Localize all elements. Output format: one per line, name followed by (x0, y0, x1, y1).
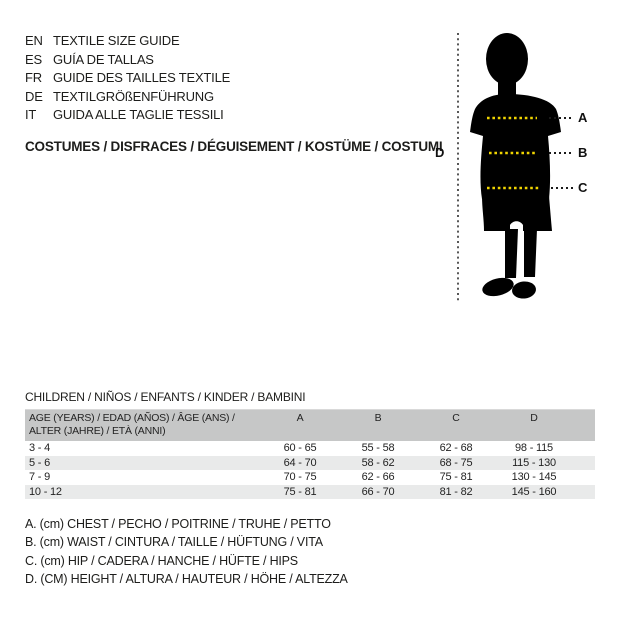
spacer-cell (573, 484, 595, 499)
value-cell-a: 64 - 70 (261, 455, 339, 470)
value-cell-b: 58 - 62 (339, 455, 417, 470)
column-header-b: B (339, 409, 417, 441)
lang-row-it: IT GUIDA ALLE TAGLIE TESSILI (25, 106, 230, 125)
size-table-header-row: AGE (YEARS) / EDAD (AÑOS) / ÂGE (ANS) / … (25, 409, 595, 441)
size-table: AGE (YEARS) / EDAD (AÑOS) / ÂGE (ANS) / … (25, 409, 595, 499)
label-height-d: D (435, 145, 444, 160)
spacer-cell (573, 470, 595, 485)
value-cell-b: 66 - 70 (339, 484, 417, 499)
lang-row-fr: FR GUIDE DES TAILLES TEXTILE (25, 69, 230, 88)
value-cell-a: 70 - 75 (283, 471, 317, 484)
category-title: COSTUMES / DISFRACES / DÉGUISEMENT / KOS… (25, 139, 443, 154)
lang-label: GUIDE DES TAILLES TEXTILE (53, 70, 231, 86)
child-silhouette-figure: A B C D (435, 33, 588, 303)
lang-label: GUIDA ALLE TAGLIE TESSILI (53, 107, 224, 123)
lang-code: DE (25, 88, 43, 104)
value-cell-c: 62 - 68 (439, 442, 473, 455)
label-chest-a: A (578, 110, 588, 125)
age-cell: 7 - 9 (29, 471, 51, 484)
lang-code: IT (25, 107, 37, 123)
table-row: 5 - 6 64 - 70 58 - 62 68 - 75 115 - 130 (25, 455, 595, 470)
value-cell-d: 115 - 130 (495, 455, 573, 470)
column-header-d: D (495, 409, 573, 441)
table-row: 3 - 4 60 - 65 55 - 58 62 - 68 98 - 115 (25, 441, 595, 456)
measurements-legend: A. (cm) CHEST / PECHO / POITRINE / TRUHE… (25, 515, 348, 589)
value-cell-b: 55 - 58 (361, 442, 395, 455)
spacer-cell (573, 441, 595, 456)
value-cell-c: 81 - 82 (417, 484, 495, 499)
age-cell: 3 - 4 (29, 442, 51, 455)
value-cell-a: 75 - 81 (261, 484, 339, 499)
lang-label: TEXTILGRÖßENFÜHRUNG (53, 88, 214, 104)
lang-label: GUÍA DE TALLAS (53, 51, 154, 67)
value-cell-d: 98 - 115 (515, 442, 553, 455)
age-cell: 5 - 6 (25, 455, 261, 470)
value-cell-b: 62 - 66 (361, 471, 395, 484)
value-cell-c: 75 - 81 (439, 471, 473, 484)
column-header-spacer (573, 409, 595, 441)
legend-hip: C. (cm) HIP / CADERA / HANCHE / HÜFTE / … (25, 553, 298, 568)
value-cell-d: 130 - 145 (511, 471, 557, 484)
lang-row-es: ES GUÍA DE TALLAS (25, 51, 230, 70)
lang-code: EN (25, 33, 43, 48)
column-header-a: A (261, 409, 339, 441)
value-cell-c: 68 - 75 (417, 455, 495, 470)
section-title-children: CHILDREN / NIÑOS / ENFANTS / KINDER / BA… (25, 390, 306, 404)
lang-code: FR (25, 70, 42, 86)
age-header-line1: AGE (YEARS) / EDAD (AÑOS) / ÂGE (ANS) / (29, 412, 235, 424)
age-cell: 10 - 12 (25, 484, 261, 499)
age-column-header: AGE (YEARS) / EDAD (AÑOS) / ÂGE (ANS) / … (25, 409, 261, 441)
table-row: 10 - 12 75 - 81 66 - 70 81 - 82 145 - 16… (25, 484, 595, 499)
age-header-line2: ALTER (JAHRE) / ETÀ (ANNI) (29, 425, 166, 437)
column-header-c: C (417, 409, 495, 441)
value-cell-d: 145 - 160 (495, 484, 573, 499)
measurement-diagram: A B C D (425, 25, 605, 310)
lang-label: TEXTILE SIZE GUIDE (53, 33, 180, 48)
spacer-cell (573, 455, 595, 470)
label-hip-c: C (578, 180, 588, 195)
lang-row-en: EN TEXTILE SIZE GUIDE (25, 32, 230, 51)
language-list: EN TEXTILE SIZE GUIDE ES GUÍA DE TALLAS … (25, 32, 230, 125)
child-silhouette (470, 33, 561, 299)
legend-chest: A. (cm) CHEST / PECHO / POITRINE / TRUHE… (25, 517, 331, 531)
value-cell-a: 60 - 65 (283, 442, 317, 455)
legend-waist: B. (cm) WAIST / CINTURA / TAILLE / HÜFTU… (25, 535, 323, 550)
lang-row-de: DE TEXTILGRÖßENFÜHRUNG (25, 88, 230, 107)
lang-code: ES (25, 51, 42, 67)
label-waist-b: B (578, 145, 587, 160)
table-row: 7 - 9 70 - 75 62 - 66 75 - 81 130 - 145 (25, 470, 595, 485)
legend-height: D. (CM) HEIGHT / ALTURA / HAUTEUR / HÖHE… (25, 572, 348, 587)
